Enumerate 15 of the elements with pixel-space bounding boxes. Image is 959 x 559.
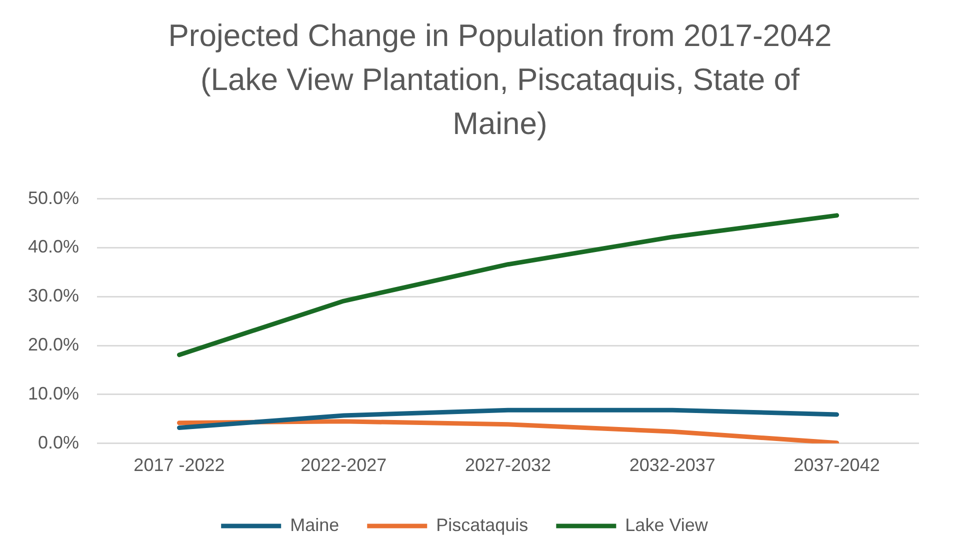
y-tick-label: 0.0% [38, 432, 80, 452]
legend-label: Maine [290, 514, 340, 535]
legend-label: Piscataquis [436, 514, 528, 535]
y-tick-label: 50.0% [28, 188, 80, 208]
y-tick-label: 40.0% [28, 236, 80, 257]
chart-title: Projected Change in Population from 2017-2042 (Lake View Plantation, Piscataquis, State of Maine) [167, 17, 833, 143]
y-tick-label: 20.0% [28, 334, 80, 355]
y-tick-label: 10.0% [28, 383, 80, 404]
legend-label: Lake View [625, 514, 709, 535]
x-tick-label: 2032-2037 [629, 455, 716, 476]
x-tick-label: 2022-2027 [300, 455, 387, 476]
x-tick-label: 2017 -2022 [134, 455, 225, 476]
y-tick-label: 30.0% [28, 286, 80, 306]
x-tick-label: 2027-2032 [464, 455, 552, 476]
x-tick-label: 2037-2042 [794, 455, 880, 476]
